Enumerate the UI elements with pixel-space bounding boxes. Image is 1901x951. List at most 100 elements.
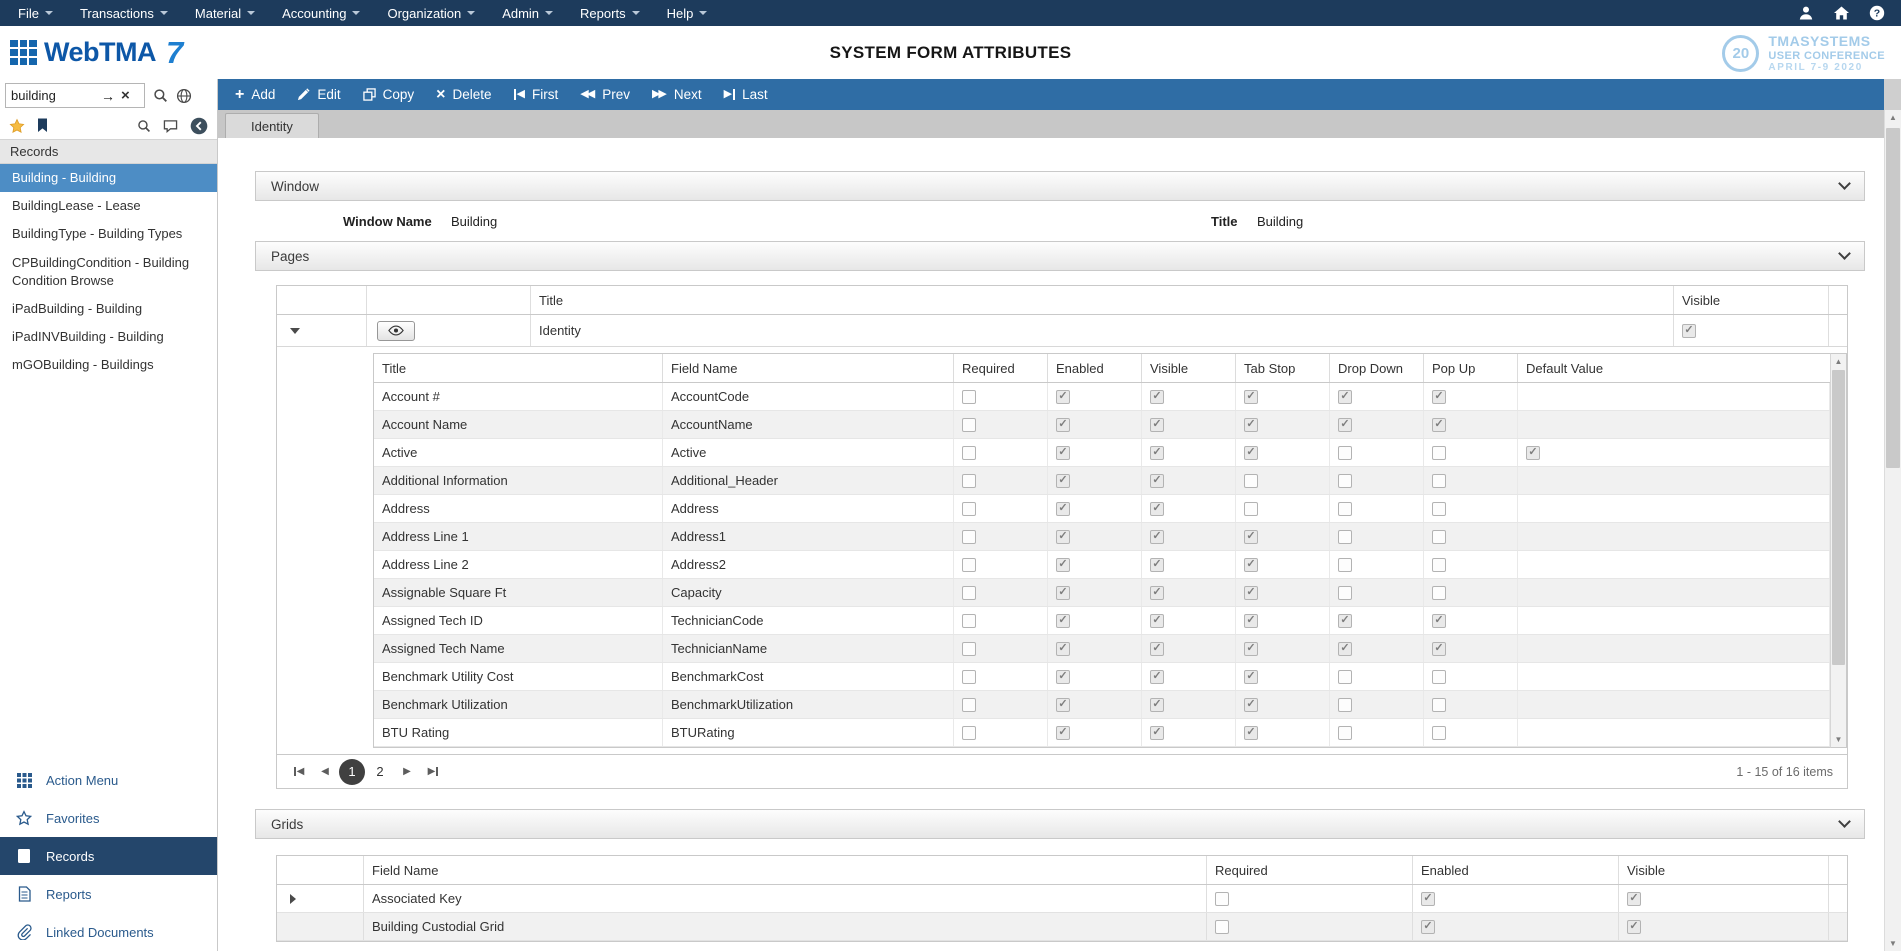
pop-up-checkbox[interactable] [1432,585,1446,600]
go-arrow-icon[interactable]: → [101,87,115,104]
required-checkbox[interactable] [962,417,976,432]
required-checkbox[interactable] [962,445,976,460]
record-item-ipadinvbuilding-building[interactable]: iPadINVBuilding - Building [12,329,164,345]
pop-up-checkbox[interactable] [1432,529,1446,544]
enabled-checkbox[interactable] [1056,529,1070,544]
required-checkbox[interactable] [1215,919,1229,934]
page-row-identity[interactable]: Identity [277,315,1847,347]
scroll-up-icon[interactable]: ▲ [1834,357,1843,366]
menu-material[interactable]: Material [185,0,272,26]
sidebar-nav-reports[interactable]: Reports [0,875,217,913]
preview-eye-button[interactable] [377,320,415,341]
tab-stop-checkbox[interactable] [1244,725,1258,740]
section-pages-header[interactable]: Pages [255,241,1865,271]
tab-stop-checkbox[interactable] [1244,585,1258,600]
chevron-down-icon[interactable] [1838,815,1851,828]
pop-up-checkbox[interactable] [1432,669,1446,684]
sidebar-nav-linked-documents[interactable]: Linked Documents [0,913,217,951]
enabled-checkbox[interactable] [1056,389,1070,404]
tab-stop-checkbox[interactable] [1244,417,1258,432]
toolbar-add-button[interactable]: + Add [224,79,286,110]
grid-row-associated-key[interactable]: Associated Key [277,885,1847,913]
pop-up-checkbox[interactable] [1432,389,1446,404]
chevron-down-icon[interactable] [1838,177,1851,190]
collapse-icon[interactable] [290,327,300,334]
scroll-up-icon[interactable]: ▲ [1889,113,1897,122]
menu-transactions[interactable]: Transactions [70,0,185,26]
globe-icon[interactable] [176,88,192,104]
back-circle-icon[interactable] [190,117,208,135]
toolbar-next-button[interactable]: ▶ ▶ Next [641,79,713,110]
enabled-checkbox[interactable] [1056,445,1070,460]
drop-down-checkbox[interactable] [1338,445,1352,460]
drop-down-checkbox[interactable] [1338,585,1352,600]
field-row-address[interactable]: Address Address [374,495,1830,523]
drop-down-checkbox[interactable] [1338,473,1352,488]
default-value-checkbox[interactable] [1526,445,1540,460]
enabled-checkbox[interactable] [1056,697,1070,712]
pop-up-checkbox[interactable] [1432,613,1446,628]
field-row-address2[interactable]: Address Line 2 Address2 [374,551,1830,579]
enabled-checkbox[interactable] [1056,669,1070,684]
menu-accounting[interactable]: Accounting [272,0,377,26]
clear-icon[interactable]: × [121,87,130,104]
pop-up-checkbox[interactable] [1432,725,1446,740]
search-icon[interactable] [153,88,168,103]
visible-checkbox[interactable] [1150,585,1164,600]
record-item-buildinglease-lease[interactable]: BuildingLease - Lease [12,198,141,214]
record-item-ipadbuilding-building[interactable]: iPadBuilding - Building [12,300,143,316]
visible-checkbox[interactable] [1627,891,1641,906]
pop-up-checkbox[interactable] [1432,641,1446,656]
required-checkbox[interactable] [962,529,976,544]
visible-checkbox[interactable] [1627,919,1641,934]
grid-row-building-custodial-grid[interactable]: Building Custodial Grid [277,913,1847,941]
enabled-checkbox[interactable] [1056,613,1070,628]
required-checkbox[interactable] [1215,891,1229,906]
drop-down-checkbox[interactable] [1338,389,1352,404]
enabled-checkbox[interactable] [1421,919,1435,934]
pop-up-checkbox[interactable] [1432,445,1446,460]
section-window-header[interactable]: Window [255,171,1865,201]
pager-first-button[interactable]: ◀ [286,759,312,785]
chevron-down-icon[interactable] [1838,247,1851,260]
tab-stop-checkbox[interactable] [1244,697,1258,712]
field-row-techniciancode[interactable]: Assigned Tech ID TechnicianCode [374,607,1830,635]
enabled-checkbox[interactable] [1056,641,1070,656]
pop-up-checkbox[interactable] [1432,557,1446,572]
enabled-checkbox[interactable] [1056,501,1070,516]
enabled-checkbox[interactable] [1056,557,1070,572]
required-checkbox[interactable] [962,473,976,488]
visible-checkbox[interactable] [1150,529,1164,544]
field-row-active[interactable]: Active Active [374,439,1830,467]
main-scrollbar[interactable]: ▲ ▼ [1884,110,1901,951]
pager-last-button[interactable]: ▶ [420,759,446,785]
menu-help[interactable]: Help [657,0,725,26]
bookmark-icon[interactable] [37,118,48,133]
scrollbar-thumb[interactable] [1886,128,1900,468]
drop-down-checkbox[interactable] [1338,417,1352,432]
field-row-technicianname[interactable]: Assigned Tech Name TechnicianName [374,635,1830,663]
comment-icon[interactable] [163,119,178,133]
sidebar-nav-action-menu[interactable]: Action Menu [0,761,217,799]
required-checkbox[interactable] [962,501,976,516]
pop-up-checkbox[interactable] [1432,473,1446,488]
record-item-building-building[interactable]: Building - Building [0,164,217,193]
search-icon[interactable] [137,119,151,133]
visible-checkbox[interactable] [1150,697,1164,712]
enabled-checkbox[interactable] [1421,891,1435,906]
field-row-accountcode[interactable]: Account # AccountCode [374,383,1830,411]
visible-checkbox[interactable] [1150,501,1164,516]
required-checkbox[interactable] [962,725,976,740]
sidebar-nav-records[interactable]: Records [0,837,217,875]
drop-down-checkbox[interactable] [1338,557,1352,572]
pop-up-checkbox[interactable] [1432,417,1446,432]
tab-stop-checkbox[interactable] [1244,473,1258,488]
required-checkbox[interactable] [962,669,976,684]
required-checkbox[interactable] [962,641,976,656]
tab-stop-checkbox[interactable] [1244,557,1258,572]
toolbar-last-button[interactable]: ▶ Last [713,79,779,110]
menu-organization[interactable]: Organization [377,0,492,26]
record-item-mgobuilding-buildings[interactable]: mGOBuilding - Buildings [12,357,154,373]
scrollbar-thumb[interactable] [1832,370,1845,665]
tab-stop-checkbox[interactable] [1244,501,1258,516]
